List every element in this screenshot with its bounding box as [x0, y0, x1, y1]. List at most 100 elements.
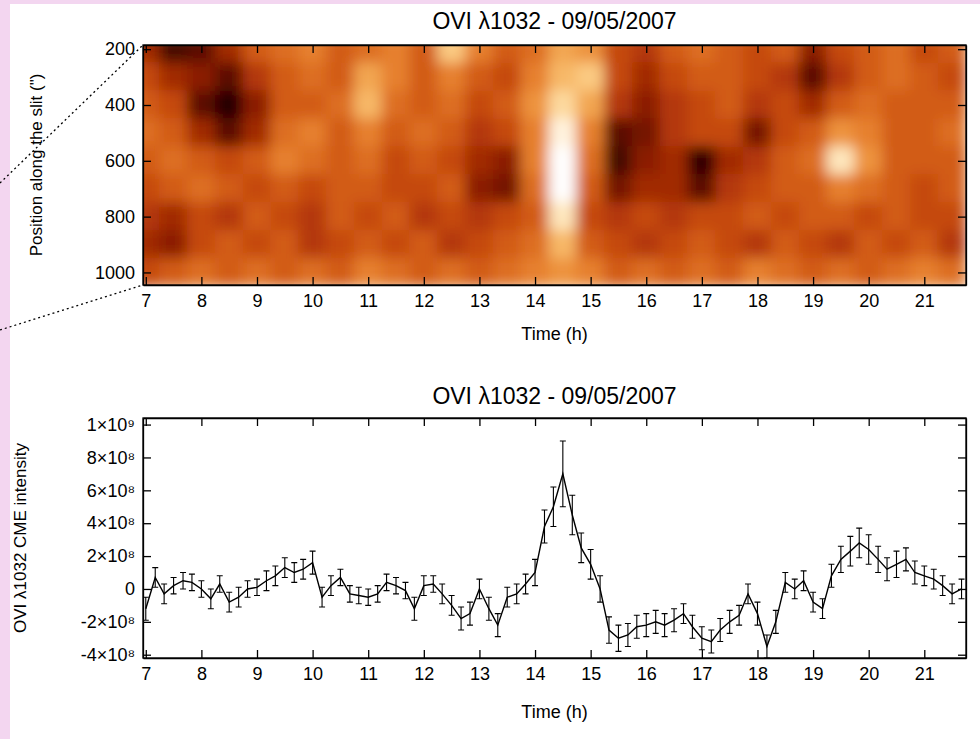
heatmap-cell [576, 174, 605, 203]
tick-label: 8 [197, 664, 207, 684]
tick-mark [424, 277, 425, 285]
heatmap-cell [143, 63, 160, 92]
heatmap-cell [910, 258, 939, 285]
heatmap-cell [354, 258, 383, 285]
tick-label: 1×10⁹ [87, 415, 135, 435]
tick: 8 [197, 650, 207, 684]
heatmap-cell [298, 258, 327, 285]
tick-label: 400 [105, 95, 135, 115]
y-axis-title: Position along the slit (") [27, 74, 46, 257]
tick-mark [958, 272, 966, 273]
heatmap-cell [799, 63, 828, 92]
heatmap-cell [604, 258, 633, 285]
tick [146, 45, 147, 53]
heatmap-cell [187, 230, 216, 259]
tick [869, 418, 870, 426]
tick [535, 418, 536, 426]
tick-mark [201, 45, 202, 53]
tick-mark [958, 161, 966, 162]
heatmap-cell [687, 118, 716, 147]
tick-mark [479, 45, 480, 53]
heatmap-cell [465, 174, 494, 203]
tick: 14 [526, 277, 546, 311]
heatmap-cell [159, 118, 188, 147]
tick-label: 16 [637, 664, 657, 684]
heatmap-cell [270, 230, 299, 259]
tick [591, 45, 592, 53]
heatmap-cell [799, 230, 828, 259]
tick-mark [590, 418, 591, 426]
tick: 9 [252, 277, 262, 311]
heatmap-cell [215, 118, 244, 147]
heatmap-cell [465, 118, 494, 147]
heatmap-cell [521, 202, 550, 231]
tick-mark [257, 277, 258, 285]
tick-label: 16 [637, 291, 657, 311]
heatmap-cell [826, 91, 855, 120]
heatmap-cell [493, 63, 522, 92]
tick-mark [312, 650, 313, 658]
heatmap-cell [632, 146, 661, 175]
heatmap-cell [687, 202, 716, 231]
heatmap-cell [771, 174, 800, 203]
tick-label: 12 [414, 664, 434, 684]
heatmap-cell [604, 63, 633, 92]
heatmap-cell [799, 91, 828, 120]
heatmap-cell [604, 118, 633, 147]
tick: 14 [526, 650, 546, 684]
heatmap-cell [354, 91, 383, 120]
tick-label: 17 [692, 664, 712, 684]
tick [958, 523, 966, 524]
tick: 12 [414, 277, 434, 311]
tick-mark [702, 418, 703, 426]
tick-mark [958, 457, 966, 458]
heatmap-cell [187, 174, 216, 203]
heatmap-cell [771, 45, 800, 64]
tick [924, 418, 925, 426]
tick: 16 [637, 650, 657, 684]
heatmap-cell [215, 45, 244, 64]
tick-mark [590, 650, 591, 658]
tick-mark [958, 655, 966, 656]
heatmap-cell [771, 63, 800, 92]
heatmap-cell [799, 45, 828, 64]
tick-label: 10 [303, 664, 323, 684]
heatmap-cell [604, 202, 633, 231]
heatmap-cell [159, 45, 188, 64]
heatmap-cell [298, 230, 327, 259]
heatmap-cell [437, 118, 466, 147]
tick-mark [646, 650, 647, 658]
tick-mark [702, 650, 703, 658]
heatmap-cell [326, 258, 355, 285]
heatmap-cell [326, 230, 355, 259]
tick-mark [924, 418, 925, 426]
heatmap-cell [437, 91, 466, 120]
zoom-guide [0, 285, 143, 330]
tick-mark [257, 45, 258, 53]
heatmap-cell [938, 202, 966, 231]
heatmap-cell [715, 118, 744, 147]
tick-mark [646, 418, 647, 426]
tick-mark [924, 277, 925, 285]
tick: 1×10⁹ [87, 415, 151, 435]
tick-label: 18 [748, 291, 768, 311]
tick-mark [146, 45, 147, 53]
tick [958, 556, 966, 557]
tick: 17 [692, 277, 712, 311]
heatmap-cell [854, 202, 883, 231]
tick-mark [201, 418, 202, 426]
tick-mark [958, 490, 966, 491]
tick: 9 [252, 650, 262, 684]
heatmap-cell [382, 174, 411, 203]
axis-line [144, 658, 967, 659]
tick-mark [312, 418, 313, 426]
heatmap-cell [143, 45, 160, 64]
heatmap-cell [882, 91, 911, 120]
heatmap-cell [743, 63, 772, 92]
heatmap-cell [270, 45, 299, 64]
heatmap-cell [548, 202, 577, 231]
tick-label: 12 [414, 291, 434, 311]
heatmap-cell [159, 202, 188, 231]
axis-line [144, 45, 967, 46]
heatmap-cell [826, 258, 855, 285]
